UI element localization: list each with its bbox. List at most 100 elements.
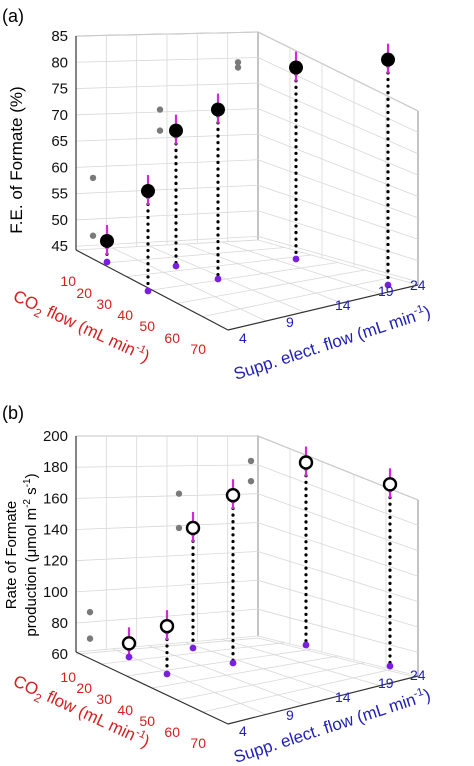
floor-gridline-x [126,648,312,677]
y-tick-label: 4 [239,330,247,346]
x-tick-label: 50 [139,318,155,334]
z-tick-label: 55 [51,186,68,203]
z-gridline-right [257,551,419,602]
panel-a-marks [89,43,395,295]
floor-projection-point [103,258,111,266]
panel-b-z-axis-label-line2: production (μmol m-2 s-1) [22,473,40,636]
z-tick-label: 200 [43,428,68,445]
floor-gridline-x [101,247,285,264]
data-point [159,618,175,634]
panel-b-grid [75,435,419,725]
floor-gridline-x [75,635,259,653]
panel-a-label: (a) [2,6,24,26]
z-gridline-right [257,57,419,133]
floor-gridline-x [151,262,339,291]
floor-gridline-y [221,638,381,686]
z-tick-label: 75 [51,81,68,98]
floor-projection-point [144,287,152,295]
z-tick-label: 50 [51,212,68,229]
x-axis-line [75,651,229,725]
floor-projection-point [386,662,394,670]
y-tick-label: 9 [286,707,294,723]
x-tick-label: 60 [164,330,180,346]
floor-projection-point [163,670,171,678]
wall-projection-point [247,457,255,465]
y-tick-label: 19 [378,283,394,299]
z-gridline-right [257,159,419,219]
floor-gridline-y [257,239,419,286]
floor-projection-point [302,641,310,649]
floor-gridline-y [185,243,343,304]
wall-projection-point [175,490,183,497]
x-axis-line [75,249,229,331]
panel-b-marks [86,446,398,678]
z-tick-label: 180 [43,459,68,476]
z-tick-label: 120 [43,553,68,570]
wall-projection-point [175,524,183,532]
floor-projection-point [125,653,133,661]
x-tick-label: 20 [76,680,92,696]
z-tick-label: 60 [51,646,68,663]
z-tick-label: 45 [51,238,68,255]
panel-b-y-axis-label: Supp. elect. flow (mL min-1) [231,684,433,766]
z-tick-label: 65 [51,133,68,150]
floor-projection-point [229,659,237,667]
floor-gridline-y [112,247,267,322]
data-point [381,52,395,67]
floor-projection-point [189,644,197,652]
y-axis-line [227,675,419,725]
panel-a-grid [75,31,419,331]
data-point [121,636,137,651]
y-tick-label: 4 [239,723,247,739]
z-gridline-right [257,82,419,155]
floor-gridline-x [126,254,312,278]
y-tick-label: 9 [286,314,294,330]
z-tick-label: 140 [43,522,68,539]
x-tick-label: 30 [96,691,112,707]
floor-gridline-x [101,642,285,665]
wall-projection-point [86,635,94,642]
x-tick-label: 60 [164,724,180,740]
z-tick-label: 160 [43,490,68,507]
y-tick-label: 24 [410,277,426,293]
z-gridline-right [257,522,419,577]
data-point [289,60,303,75]
z-gridline-right [257,637,419,679]
data-point [298,455,314,470]
y-tick-label: 19 [378,675,394,691]
floor-gridline-y [185,642,343,696]
y-tick-label: 14 [335,689,351,705]
z-tick-label: 60 [51,159,68,176]
wall-projection-point [89,232,97,239]
panel-b-label: (b) [2,403,24,423]
data-point [225,488,241,503]
x-tick-label: 10 [60,273,76,289]
wall-projection-point [86,608,94,616]
floor-gridline-y [112,648,267,715]
x-tick-label: 50 [139,713,155,729]
z-gridline-right [257,579,419,628]
floor-gridline-x [177,269,365,304]
panel-a-y-axis-label: Supp. elect. flow (mL min-1) [231,301,433,384]
y-tick-label: 24 [410,667,426,683]
floor-projection-point [292,255,300,263]
x-tick-label: 70 [190,735,206,751]
floor-gridline-y [221,241,381,295]
z-gridline-right [257,184,419,240]
z-tick-label: 100 [43,584,68,601]
data-point [382,477,398,492]
y-axis-line [227,284,419,331]
wall-projection-point [247,478,255,485]
floor-gridline-x [151,655,339,689]
z-tick-label: 80 [51,54,68,71]
x-tick-label: 10 [60,669,76,685]
floor-projection-point [384,281,392,289]
x-tick-label: 70 [190,341,206,357]
data-point [211,102,225,117]
wall-projection-point [89,174,97,182]
floor-gridline-y [148,645,305,706]
z-gridline-right [257,493,419,552]
floor-gridline-x [202,668,392,713]
floor-gridline-y [257,635,419,677]
